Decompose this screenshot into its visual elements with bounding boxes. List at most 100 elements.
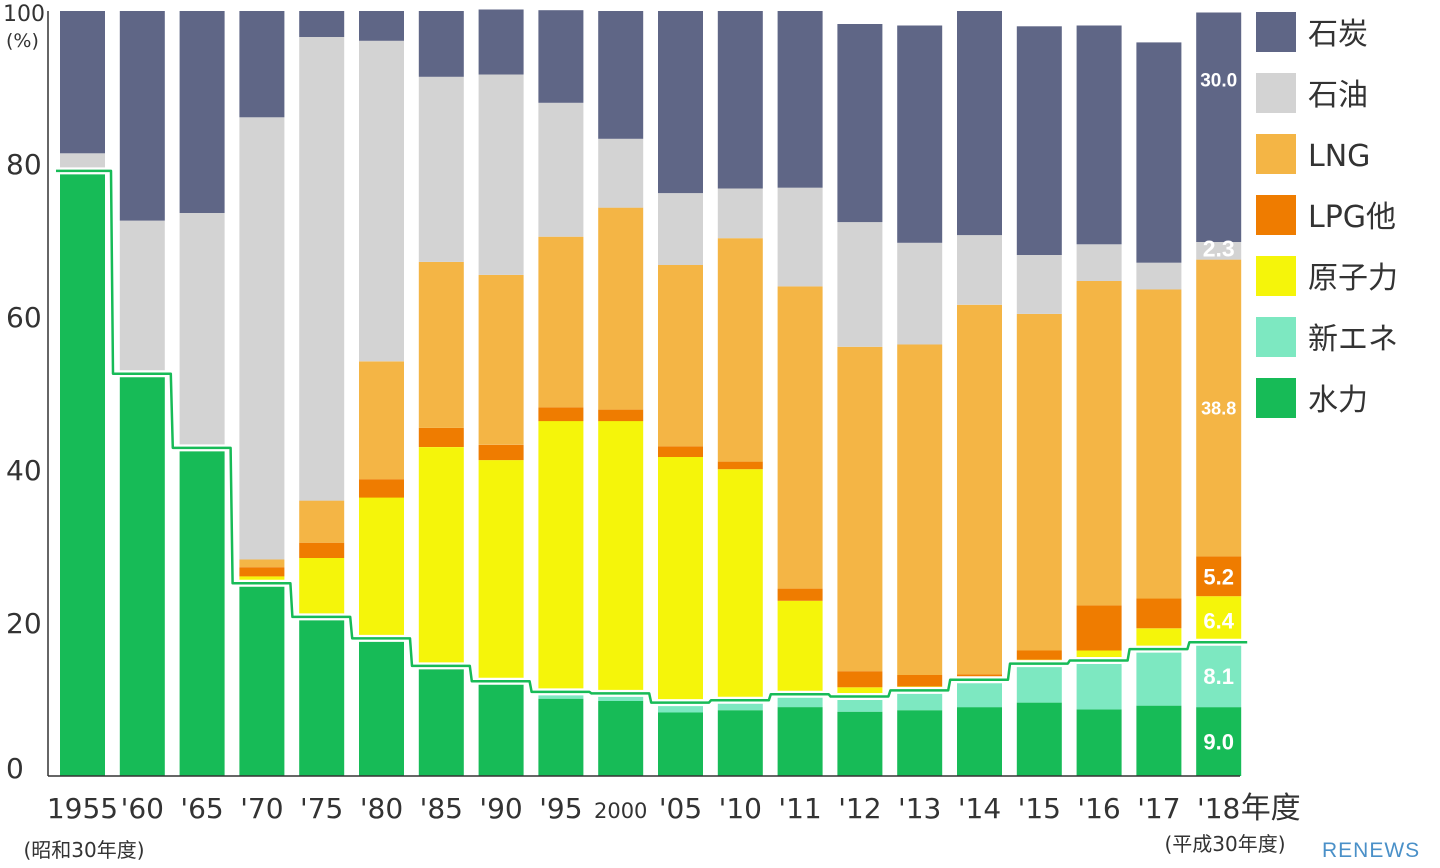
x-tick-label: '12 [838,792,881,825]
bar-nuclear-05 [658,457,703,706]
bar-lpg-other-05 [658,446,703,457]
bar-lng-2000 [598,207,644,410]
x-tick-label: '70 [240,792,283,825]
x-tick-label: '05 [659,792,702,825]
x-tick-label: 1955 [47,792,118,825]
y-tick-label: 40 [6,454,42,487]
x-tick-label: '65 [180,792,223,825]
x-axis-unit: 年度 [1241,791,1301,826]
x-tick-label: '90 [479,792,522,825]
bar-nuclear-80 [359,497,404,642]
bar-coal-17 [1136,42,1182,263]
bar-lng-90 [478,274,524,445]
x-tick-label: '16 [1077,792,1120,825]
bar-hydro-80 [359,641,404,776]
bar-lng-15 [1016,313,1062,651]
bar-nuclear-90 [478,460,524,685]
bar-coal-65 [179,11,225,213]
bar-oil-17 [1136,262,1182,290]
bar-hydro-12 [837,711,883,776]
bar-coal-16 [1076,25,1122,245]
bar-lng-12 [837,346,883,672]
bar-lng-95 [538,236,584,408]
legend-swatch-coal [1256,12,1296,52]
bar-new-energy-14 [957,682,1002,708]
legend-label-nuclear: 原子力 [1308,261,1398,296]
bar-hydro-14 [957,707,1002,776]
bar-lpg-other-95 [538,407,584,422]
bar-lpg-other-2000 [598,409,644,422]
hydro-newenergy-line-halo [56,167,1248,707]
bar-hydro-16 [1076,709,1122,776]
x-tick-label: '18 [1197,792,1240,825]
x-tick-label: '13 [898,792,941,825]
data-label-lng: 38.8 [1201,399,1236,419]
bar-oil-90 [478,74,524,275]
data-label-nuclear: 6.4 [1203,609,1234,634]
bar-coal-2000 [598,11,644,139]
bar-lpg-other-12 [837,671,883,688]
bar-hydro-60 [119,376,165,776]
y-tick-label: 20 [6,607,42,640]
bar-coal-70 [239,11,285,118]
bar-new-energy-2000 [598,696,644,701]
legend-label-lng: LNG [1308,139,1370,174]
legend-label-hydro: 水力 [1308,383,1368,418]
bar-hydro-11 [777,707,823,776]
x-first-sublabel: (昭和30年度) [23,838,144,862]
bar-lpg-other-11 [777,588,823,601]
bar-new-energy-16 [1076,663,1122,710]
bar-lpg-other-90 [478,444,524,461]
bar-lpg-other-16 [1076,605,1122,651]
bar-oil-75 [299,37,345,501]
bar-coal-95 [538,10,584,103]
data-label-coal: 30.0 [1200,71,1237,92]
legend-swatch-lng [1256,134,1296,174]
bar-hydro-85 [418,668,464,776]
bar-lng-85 [418,261,464,428]
bar-lng-17 [1136,289,1182,599]
bar-new-energy-13 [897,693,943,711]
bar-oil-60 [119,220,165,377]
bar-new-energy-15 [1016,666,1062,703]
bar-lng-70 [239,559,285,568]
bar-coal-90 [478,9,524,75]
bar-hydro-90 [478,684,524,776]
bar-oil-05 [658,193,703,265]
legend-swatch-lpg-other [1256,195,1296,235]
bar-lng-13 [897,344,943,675]
bar-oil-10 [717,188,763,239]
bar-coal-05 [658,11,703,194]
x-tick-label: '11 [778,792,821,825]
bar-coal-60 [119,11,165,221]
bar-lng-80 [359,361,404,480]
x-axis: (昭和30年度) (平成30年度) 1955'60 '65 '70 '75 '80 '85… [23,775,1301,862]
x-tick-label: '80 [360,792,403,825]
bar-nuclear-95 [538,421,584,695]
bar-lpg-other-15 [1016,650,1062,660]
bar-lpg-other-18 [1196,556,1242,597]
x-tick-label: '85 [420,792,463,825]
y-axis: (%) 0 20 40 60 80 100 [3,2,49,785]
x-last-sublabel: (平成30年度) [1164,832,1285,856]
renews-logo: RENEWS [1322,839,1420,862]
y-tick-label: 80 [6,148,42,181]
x-tick-label: '17 [1137,792,1180,825]
bar-hydro-1955 [60,173,105,776]
bar-lpg-other-17 [1136,598,1182,629]
bar-hydro-13 [897,710,943,776]
data-label-new-energy: 8.1 [1203,664,1234,689]
bar-new-energy-11 [777,697,823,708]
bar-coal-14 [957,11,1002,236]
bar-hydro-75 [299,619,345,776]
bar-oil-16 [1076,244,1122,281]
x-tick-label: '15 [1018,792,1061,825]
bar-oil-18 [1196,242,1242,260]
bar-oil-12 [837,222,883,347]
bar-lng-05 [658,265,703,447]
bar-nuclear-2000 [598,421,644,697]
bar-coal-12 [837,24,883,223]
bar-hydro-95 [538,698,584,776]
y-tick-label: 60 [6,301,42,334]
bar-coal-80 [359,11,404,41]
